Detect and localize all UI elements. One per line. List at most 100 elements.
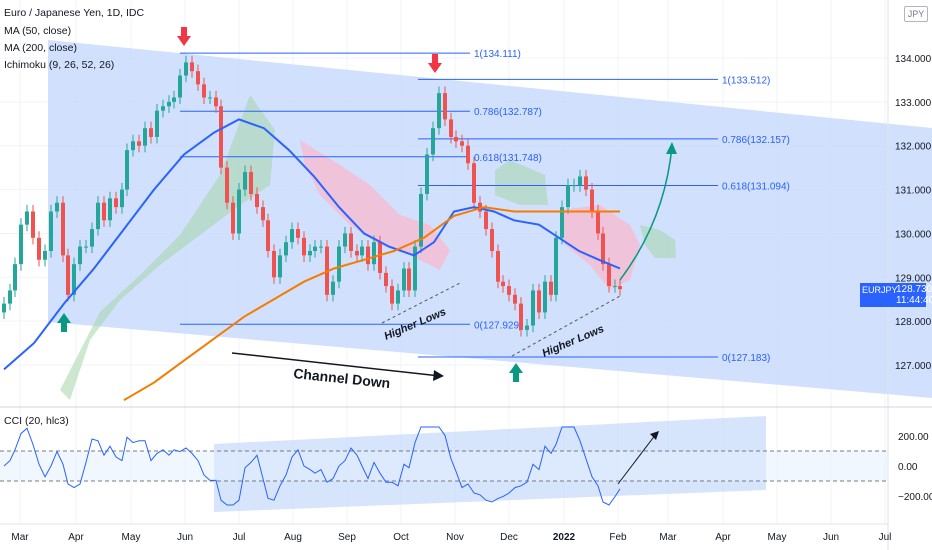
candle-body <box>343 233 347 247</box>
candle-body <box>90 229 94 247</box>
higher-lows-line-2 <box>511 295 621 357</box>
legend-ma50[interactable]: MA (50, close) <box>4 25 72 37</box>
candle-body <box>519 303 523 330</box>
candle-body <box>37 237 41 260</box>
x-tick-label: Sep <box>338 532 356 543</box>
candle-body <box>149 128 153 137</box>
cci-arrowhead <box>650 431 659 440</box>
candle-body <box>355 250 359 256</box>
x-tick-label: Apr <box>68 532 84 543</box>
candle-body <box>249 172 253 194</box>
candle-body <box>120 189 124 208</box>
candle-body <box>402 268 406 291</box>
price-candles <box>2 55 622 337</box>
arrow-down-icon <box>428 54 442 73</box>
channel-down-arrowhead <box>433 370 444 381</box>
y-tick-label: 133.000 <box>895 98 932 109</box>
legend-ichimoku[interactable]: Ichimoku (9, 26, 52, 26) <box>4 59 115 71</box>
ichimoku-cloud-bull <box>60 95 275 400</box>
y-tick-label: 128.000 <box>895 317 932 328</box>
candle-body <box>155 110 159 137</box>
x-tick-label: Nov <box>446 532 464 543</box>
candle-body <box>2 303 6 313</box>
candle-body <box>137 141 141 146</box>
candle-body <box>290 229 294 243</box>
candle-body <box>537 290 541 313</box>
candle-body <box>572 185 576 187</box>
price-tag-time: 11:44:40 <box>896 295 932 306</box>
candle-body <box>25 211 29 225</box>
candle-body <box>590 189 594 212</box>
candle-body <box>313 246 317 251</box>
cci-line <box>3 426 621 506</box>
candle-body <box>378 242 382 273</box>
candle-body <box>49 211 53 251</box>
candle-body <box>78 246 82 265</box>
candle-body <box>578 176 582 186</box>
ichimoku-cloud-bear-1 <box>300 140 450 270</box>
candle-body <box>331 281 335 295</box>
y-tick-label: 132.000 <box>895 142 932 153</box>
higher-lows-line-1 <box>381 281 463 324</box>
candle-body <box>167 101 171 107</box>
fib-label: 0.618(131.748) <box>474 153 542 164</box>
candle-body <box>549 281 553 295</box>
candle-body <box>13 264 17 291</box>
candle-body <box>66 255 70 295</box>
cci-band <box>0 451 888 481</box>
currency-badge[interactable]: JPY <box>904 6 928 22</box>
x-tick-label: Oct <box>393 532 409 543</box>
candle-body <box>396 290 400 304</box>
arrow-down-icon <box>177 27 191 46</box>
y-tick-label: 127.000 <box>895 361 932 372</box>
x-tick-label: Jul <box>233 532 246 543</box>
candle-body <box>449 119 453 137</box>
channel-down-arrow <box>231 352 441 377</box>
candle-body <box>372 242 376 265</box>
candle-body <box>513 294 517 304</box>
candle-body <box>413 246 417 291</box>
candle-body <box>84 246 88 248</box>
candle-body <box>607 264 611 287</box>
cci-tick-label: 0.00 <box>898 462 918 473</box>
candle-body <box>108 198 112 221</box>
candle-body <box>454 136 458 142</box>
candle-body <box>284 242 288 256</box>
candle-body <box>131 141 135 151</box>
candle-body <box>443 93 447 120</box>
ma50-line <box>3 118 621 371</box>
candle-body <box>390 286 394 304</box>
candle-body <box>196 71 200 85</box>
x-tick-label: 2022 <box>553 532 576 543</box>
y-tick-label: 130.000 <box>895 229 932 240</box>
candle-body <box>266 220 270 251</box>
y-tick-label: 134.000 <box>895 54 932 65</box>
legend-ma200[interactable]: MA (200, close) <box>4 42 77 54</box>
candle-body <box>496 250 500 282</box>
candle-body <box>243 172 247 190</box>
candle-body <box>337 246 341 282</box>
x-tick-label: Dec <box>500 532 518 543</box>
candle-body <box>143 128 147 146</box>
candle-body <box>319 246 323 248</box>
candle-body <box>302 237 306 256</box>
price-tag-symbol: EURJPY <box>862 285 898 295</box>
ma200-line <box>123 206 620 401</box>
candle-body <box>384 272 388 287</box>
y-tick-label: 131.000 <box>895 186 932 197</box>
candle-body <box>601 233 605 265</box>
x-tick-label: Aug <box>284 532 302 543</box>
candle-body <box>190 62 194 72</box>
cci-tick-label: 200.00 <box>898 432 929 443</box>
candle-body <box>407 268 411 291</box>
candle-body <box>507 286 511 295</box>
candle-body <box>102 202 106 221</box>
candle-body <box>8 290 12 304</box>
cci-legend[interactable]: CCI (20, hlc3) <box>4 415 69 427</box>
price-axis[interactable]: 127.000 128.000 129.000 130.000 131.000 132.0… <box>895 54 932 372</box>
candle-body <box>366 246 370 265</box>
candle-body <box>225 167 229 203</box>
time-axis[interactable]: Mar Apr May Jun Jul Aug Sep Oct Nov Dec 2022 Feb Mar… <box>11 532 891 543</box>
candle-body <box>584 176 588 190</box>
